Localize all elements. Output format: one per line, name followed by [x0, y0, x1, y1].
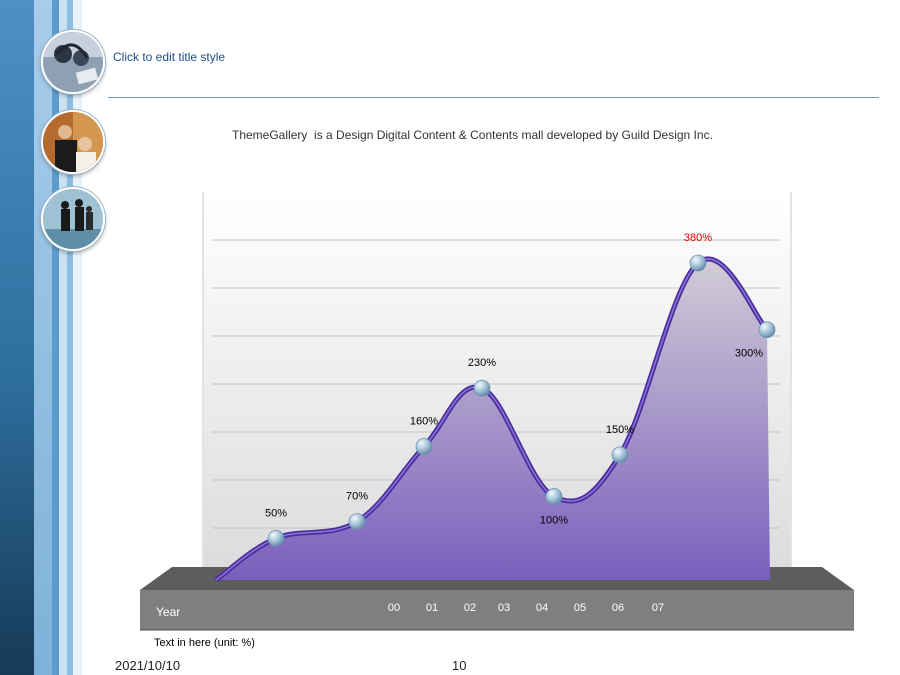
- sidebar-stripe: [67, 0, 73, 675]
- data-label: 100%: [540, 515, 568, 527]
- sidebar-stripe-dark: [0, 0, 34, 675]
- title-divider: [108, 97, 879, 98]
- x-tick-label: 02: [464, 602, 476, 614]
- chart-x-ticks: 00 01 02 03 04 05 06 07: [388, 602, 664, 614]
- data-label: 150%: [606, 424, 634, 436]
- headphones-icon: [41, 30, 105, 94]
- data-point-marker: [758, 321, 776, 339]
- chart-data-labels: 50% 70% 160% 230% 100% 150% 380% 300%: [265, 232, 763, 527]
- x-tick-label: 01: [426, 602, 438, 614]
- x-axis-label: Year: [156, 605, 180, 619]
- data-point-marker: [611, 446, 629, 464]
- sidebar-stripe: [34, 0, 52, 675]
- x-tick-label: 04: [536, 602, 548, 614]
- data-label: 380%: [684, 232, 712, 244]
- data-point-marker: [545, 488, 563, 505]
- slide-title[interactable]: Click to edit title style: [113, 50, 226, 64]
- slide-description[interactable]: ThemeGallery is a Design Digital Content…: [232, 128, 713, 142]
- data-point-marker: [348, 513, 366, 531]
- x-tick-label: 00: [388, 602, 400, 614]
- slide-page-number: 10: [452, 658, 467, 673]
- data-point-marker: [473, 379, 491, 397]
- data-label: 160%: [410, 416, 438, 428]
- slide-date: 2021/10/10: [115, 658, 181, 673]
- chart-footnote: Text in here (unit: %): [154, 637, 255, 649]
- sidebar-stripe: [52, 0, 59, 675]
- data-point-marker: [267, 529, 285, 547]
- area-line: [215, 258, 768, 581]
- data-label: 50%: [265, 507, 287, 519]
- sidebar-decoration: [0, 0, 82, 675]
- x-tick-label: 07: [652, 602, 664, 614]
- sidebar-stripe: [59, 0, 67, 675]
- walking-people-icon: [41, 187, 105, 251]
- data-label: 230%: [468, 357, 496, 369]
- data-point-marker: [689, 254, 707, 272]
- data-label: 300%: [735, 348, 763, 360]
- data-point-marker: [415, 438, 433, 455]
- area-fill: [216, 258, 770, 580]
- x-tick-label: 03: [498, 602, 510, 614]
- x-tick-label: 06: [612, 602, 624, 614]
- sidebar-stripe: [73, 0, 82, 675]
- data-label: 70%: [346, 491, 368, 503]
- x-tick-label: 05: [574, 602, 586, 614]
- chart-markers: [267, 254, 776, 547]
